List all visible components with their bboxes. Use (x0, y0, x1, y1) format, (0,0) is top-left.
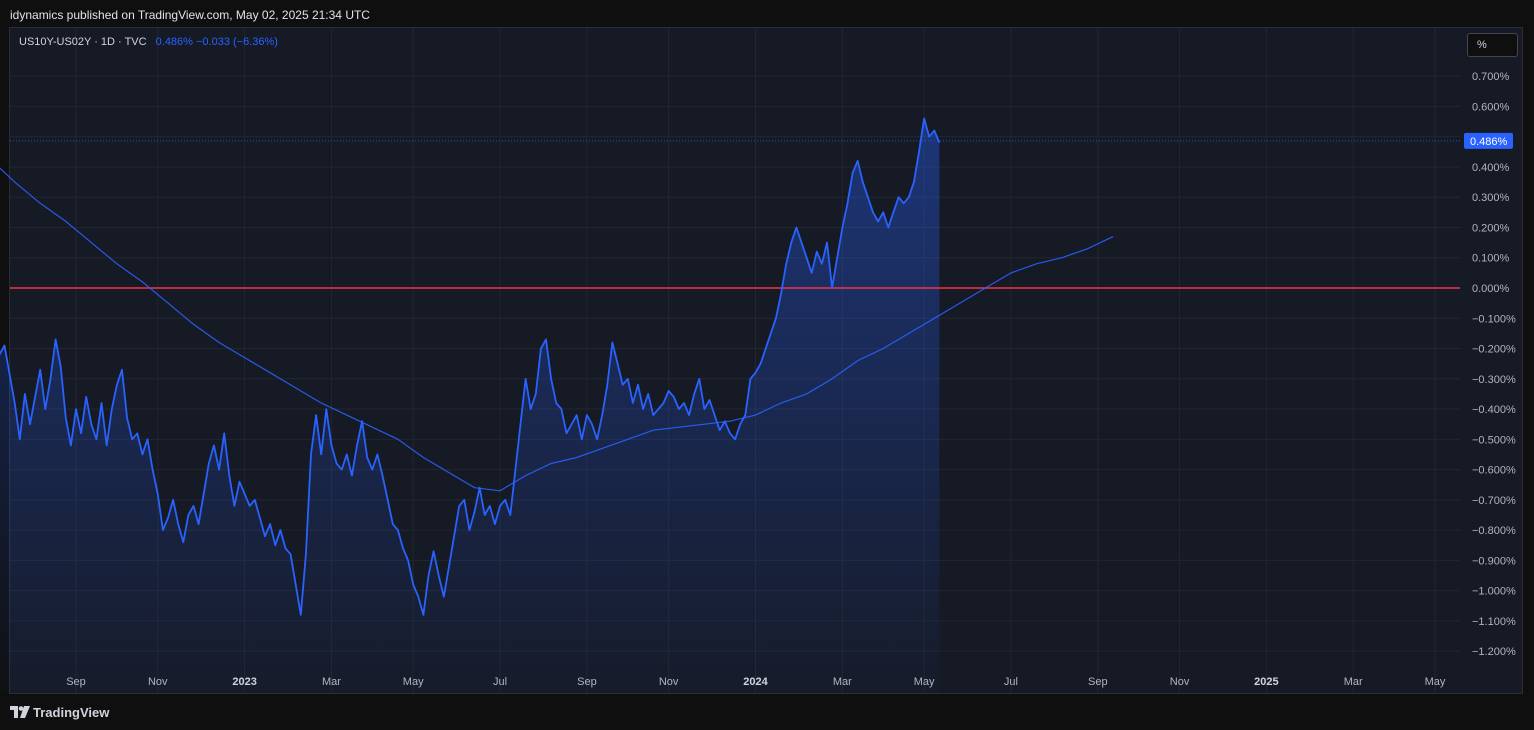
tradingview-logo-text[interactable]: TradingView (33, 705, 110, 720)
x-tick-label: Nov (659, 676, 679, 688)
x-axis[interactable]: Sep Nov 2023 Mar May Jul Sep Nov 2024 Mar May Jul Se… (66, 676, 1446, 688)
y-tick-label: 0.400% (1472, 162, 1510, 174)
last-value-text: 0.486% (1470, 136, 1508, 148)
y-tick-label: −0.300% (1472, 374, 1516, 386)
y-tick-label: −0.100% (1472, 313, 1516, 325)
y-tick-label: −1.100% (1472, 616, 1516, 628)
percent-scale-button[interactable]: % (1467, 33, 1518, 57)
chart-legend[interactable]: US10Y-US02Y · 1D · TVC 0.486% −0.033 (−6… (19, 36, 278, 48)
series-lines (0, 117, 1114, 616)
x-tick-label: 2025 (1254, 676, 1278, 688)
spread-line[interactable] (0, 117, 941, 616)
x-tick-label: Sep (1088, 676, 1108, 688)
header-bar: idynamics published on TradingView.com, … (0, 0, 1534, 28)
x-tick-label: May (403, 676, 424, 688)
x-tick-label: Sep (577, 676, 597, 688)
y-tick-label: 0.100% (1472, 253, 1510, 265)
x-tick-label: Mar (833, 676, 852, 688)
y-tick-label: 0.600% (1472, 101, 1510, 113)
legend-symbol: US10Y-US02Y · 1D · TVC (19, 36, 147, 48)
x-tick-label: Nov (148, 676, 168, 688)
x-tick-label: Jul (1004, 676, 1018, 688)
x-tick-label: Jul (493, 676, 507, 688)
y-tick-label: −1.000% (1472, 586, 1516, 598)
x-tick-label: Mar (1344, 676, 1363, 688)
y-axis[interactable]: 0.700%0.600%0.500%0.400%0.300%0.200%0.10… (1472, 71, 1516, 658)
last-value-label: 0.486% (1464, 132, 1513, 149)
x-tick-label: May (914, 676, 935, 688)
x-tick-label: Sep (66, 676, 86, 688)
x-tick-label: May (1425, 676, 1446, 688)
footer-bar (0, 694, 1534, 730)
y-tick-label: −0.200% (1472, 344, 1516, 356)
y-tick-label: −0.600% (1472, 465, 1516, 477)
y-tick-label: −1.200% (1472, 646, 1516, 658)
publisher-text: idynamics published on TradingView.com, … (10, 8, 370, 22)
y-tick-label: −0.500% (1472, 434, 1516, 446)
series-area (0, 118, 940, 693)
x-tick-label: Nov (1170, 676, 1190, 688)
y-tick-label: 0.300% (1472, 192, 1510, 204)
y-tick-label: −0.700% (1472, 495, 1516, 507)
moving-average-line[interactable] (0, 158, 1114, 492)
y-tick-label: −0.400% (1472, 404, 1516, 416)
y-tick-label: −0.800% (1472, 525, 1516, 537)
y-tick-label: 0.000% (1472, 283, 1510, 295)
x-tick-label: 2023 (232, 676, 256, 688)
legend-values: 0.486% −0.033 (−6.36%) (155, 36, 278, 48)
x-tick-label: Mar (322, 676, 341, 688)
last-value-badge (1464, 132, 1513, 149)
y-tick-label: 0.700% (1472, 71, 1510, 83)
x-tick-label: 2024 (743, 676, 768, 688)
series-area-fill (0, 118, 940, 693)
y-tick-label: −0.900% (1472, 555, 1516, 567)
tradingview-logo-icon[interactable] (10, 706, 30, 718)
y-tick-label: 0.200% (1472, 222, 1510, 234)
